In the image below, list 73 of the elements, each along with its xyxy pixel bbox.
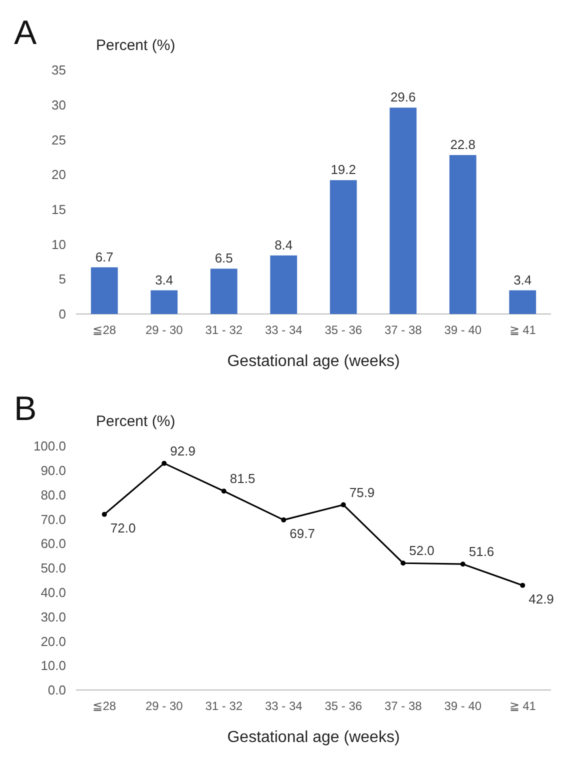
y-tick-label: 70.0	[40, 512, 66, 527]
bar	[449, 155, 476, 314]
data-label: 42.9	[528, 591, 554, 606]
data-label: 69.7	[290, 526, 315, 541]
point	[281, 517, 286, 522]
x-tick-label: 31 - 32	[205, 323, 243, 337]
x-tick-label: ≧ 41	[509, 323, 536, 337]
x-axis-title: Gestational age (weeks)	[227, 729, 400, 746]
data-label: 6.7	[95, 249, 114, 264]
x-tick-label: 39 - 40	[444, 699, 482, 713]
x-tick-label: 29 - 30	[145, 323, 184, 337]
chart-title: A	[14, 14, 37, 52]
y-tick-label: 50.0	[40, 560, 66, 576]
point	[162, 460, 167, 466]
y-axis-title: Percent (%)	[96, 37, 176, 54]
bar	[509, 290, 536, 314]
y-tick-label: 20.0	[40, 634, 66, 649]
x-tick-label: ≦28	[92, 699, 116, 713]
y-tick-label: 90.0	[40, 462, 66, 478]
y-tick-label: 100.0	[33, 438, 66, 454]
x-tick-label: 35 - 36	[324, 323, 362, 337]
data-label: 51.6	[468, 544, 494, 560]
data-label: 22.8	[450, 137, 476, 152]
bar	[90, 267, 118, 314]
x-tick-label: 37 - 38	[384, 699, 422, 713]
data-label: 52.0	[409, 543, 434, 558]
data-label: 8.4	[274, 237, 293, 252]
y-tick-label: 0.0	[48, 682, 66, 698]
data-label: 19.2	[330, 162, 356, 178]
x-tick-label: 39 - 40	[444, 323, 482, 337]
data-label: 29.6	[390, 90, 416, 105]
x-tick-label: 33 - 34	[264, 323, 303, 337]
x-tick-label: 31 - 32	[205, 699, 243, 713]
data-label: 72.0	[110, 520, 136, 536]
chart-title: B	[14, 390, 37, 428]
x-tick-label: 37 - 38	[384, 323, 422, 337]
data-label: 92.9	[170, 443, 196, 458]
data-label: 6.5	[214, 250, 233, 266]
y-axis-title: Percent (%)	[96, 413, 176, 430]
x-tick-label: 35 - 36	[324, 699, 362, 713]
data-label: 81.5	[230, 471, 256, 486]
y-tick-label: 10	[52, 236, 66, 252]
x-axis-title: Gestational age (weeks)	[227, 353, 400, 370]
x-tick-label: 29 - 30	[145, 699, 184, 713]
point	[520, 582, 526, 588]
y-tick-label: 30.0	[40, 609, 66, 624]
bar	[270, 255, 298, 314]
y-tick-label: 5	[58, 272, 66, 287]
y-tick-label: 0	[58, 306, 66, 322]
y-tick-label: 80.0	[40, 487, 66, 502]
x-tick-label: 33 - 34	[264, 699, 303, 713]
y-tick-label: 25	[52, 132, 66, 148]
x-tick-label: ≦28	[92, 323, 116, 337]
point	[460, 562, 466, 567]
x-tick-label: ≧ 41	[509, 699, 536, 713]
point	[340, 502, 346, 508]
y-tick-label: 60.0	[40, 536, 66, 552]
data-label: 75.9	[349, 484, 375, 500]
bar	[210, 268, 238, 314]
bar	[390, 108, 417, 314]
bar	[150, 290, 178, 314]
data-label: 3.4	[514, 272, 532, 288]
y-tick-label: 40.0	[40, 584, 66, 600]
y-tick-label: 15	[52, 202, 66, 217]
point	[221, 488, 226, 494]
y-tick-label: 20	[52, 167, 66, 182]
y-tick-label: 30	[52, 97, 66, 112]
y-tick-label: 35	[52, 62, 66, 78]
y-tick-label: 10.0	[40, 658, 66, 674]
data-label: 3.4	[155, 272, 174, 288]
point	[400, 560, 406, 566]
point	[102, 512, 107, 517]
bar	[330, 180, 357, 314]
